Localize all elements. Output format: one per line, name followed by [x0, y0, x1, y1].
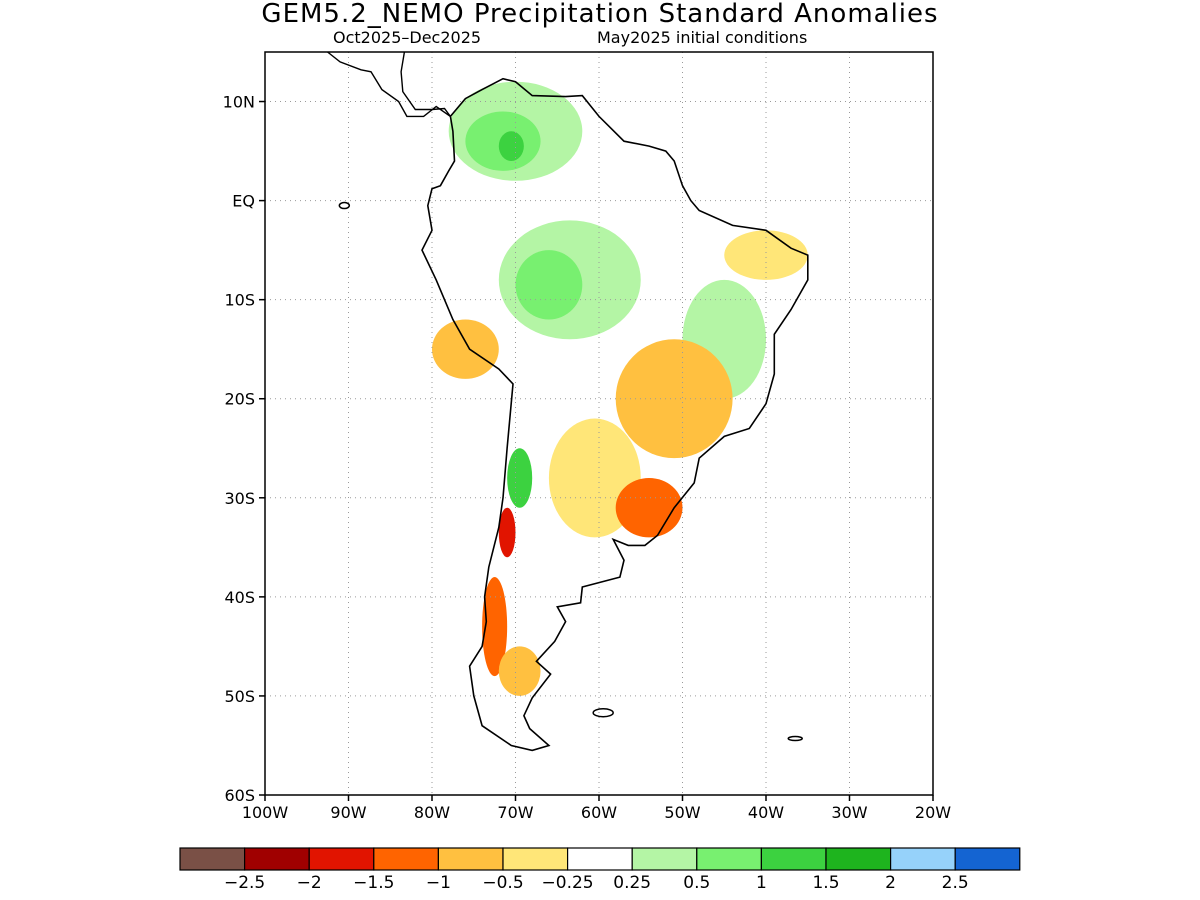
lon-tick-label: 40W — [748, 803, 784, 822]
colorbar-label: 0.5 — [683, 873, 710, 893]
anomaly-region-9 — [615, 477, 683, 538]
island-outline-2 — [787, 735, 803, 742]
colorbar-swatch — [244, 847, 310, 871]
colorbar-label: −0.5 — [482, 873, 523, 893]
colorbar-label: 1.5 — [812, 873, 839, 893]
anomaly-region-10 — [432, 319, 499, 379]
colorbar-swatch — [566, 847, 633, 871]
coastline-layer — [326, 52, 809, 752]
lat-tick-label: 40S — [224, 588, 255, 607]
colorbar-swatch — [308, 847, 375, 871]
colorbar-swatch — [760, 847, 827, 871]
lat-tick-label: 60S — [224, 786, 255, 805]
colorbar-label: −2 — [297, 873, 322, 893]
anomaly-region-7 — [615, 339, 733, 459]
colorbar-label: 2 — [885, 873, 896, 893]
anomaly-region-12 — [498, 507, 516, 558]
anomaly-region-14 — [498, 646, 541, 696]
colorbar-swatch — [696, 847, 762, 871]
lon-tick-label: 50W — [664, 803, 700, 822]
central-america-caribbean-coast — [400, 52, 451, 117]
lon-tick-label: 20W — [915, 803, 951, 822]
colorbar-swatch — [502, 847, 569, 871]
colorbar-swatch — [179, 847, 246, 871]
anomaly-region-6 — [724, 230, 808, 280]
lon-tick-label: 100W — [242, 803, 289, 822]
lon-tick-label: 60W — [581, 803, 617, 822]
lon-tick-label: 80W — [414, 803, 450, 822]
map-subtitle-period: Oct2025–Dec2025 — [333, 28, 482, 47]
island-outline-0 — [592, 708, 614, 718]
map-subtitle-init: May2025 initial conditions — [597, 28, 808, 47]
colorbar-label: 0.25 — [613, 873, 651, 893]
south-america-coastline — [421, 77, 809, 752]
colorbar-swatch — [631, 847, 698, 871]
colorbar-label: −0.25 — [542, 873, 594, 893]
anomaly-region-4 — [515, 250, 583, 320]
colorbar-swatch — [954, 847, 1021, 871]
lat-tick-label: 10N — [223, 93, 255, 112]
lon-tick-label: 70W — [497, 803, 533, 822]
anomaly-region-11 — [507, 448, 533, 508]
colorbar-label: −2.5 — [224, 873, 265, 893]
colorbar-label: 1 — [756, 873, 767, 893]
lon-tick-label: 90W — [330, 803, 366, 822]
lat-tick-label: 10S — [224, 291, 255, 310]
colorbar-label: −1.5 — [353, 873, 394, 893]
island-outline-1 — [338, 201, 351, 210]
central-america-pacific-coast — [326, 52, 451, 118]
anomaly-region-13 — [482, 577, 508, 677]
colorbar-label: 2.5 — [942, 873, 969, 893]
anomaly-fill-layer — [432, 81, 808, 696]
lat-tick-label: EQ — [232, 192, 255, 211]
lon-tick-label: 30W — [831, 803, 867, 822]
colorbar-swatch — [437, 847, 504, 871]
map-title: GEM5.2_NEMO Precipitation Standard Anoma… — [261, 0, 939, 29]
colorbar-legend: −2.5 −2 −1.5 −1 −0.5 −0.25 0.25 0.5 1 1.5 2 2.5 — [179, 847, 1021, 893]
lat-tick-label: 50S — [224, 687, 255, 706]
colorbar-label: −1 — [426, 873, 451, 893]
colorbar-swatch — [825, 847, 892, 871]
anomaly-region-2 — [498, 131, 524, 161]
colorbar-swatch — [889, 847, 956, 871]
lat-tick-label: 30S — [224, 489, 255, 508]
lat-tick-label: 20S — [224, 390, 255, 409]
colorbar-swatch — [373, 847, 439, 871]
